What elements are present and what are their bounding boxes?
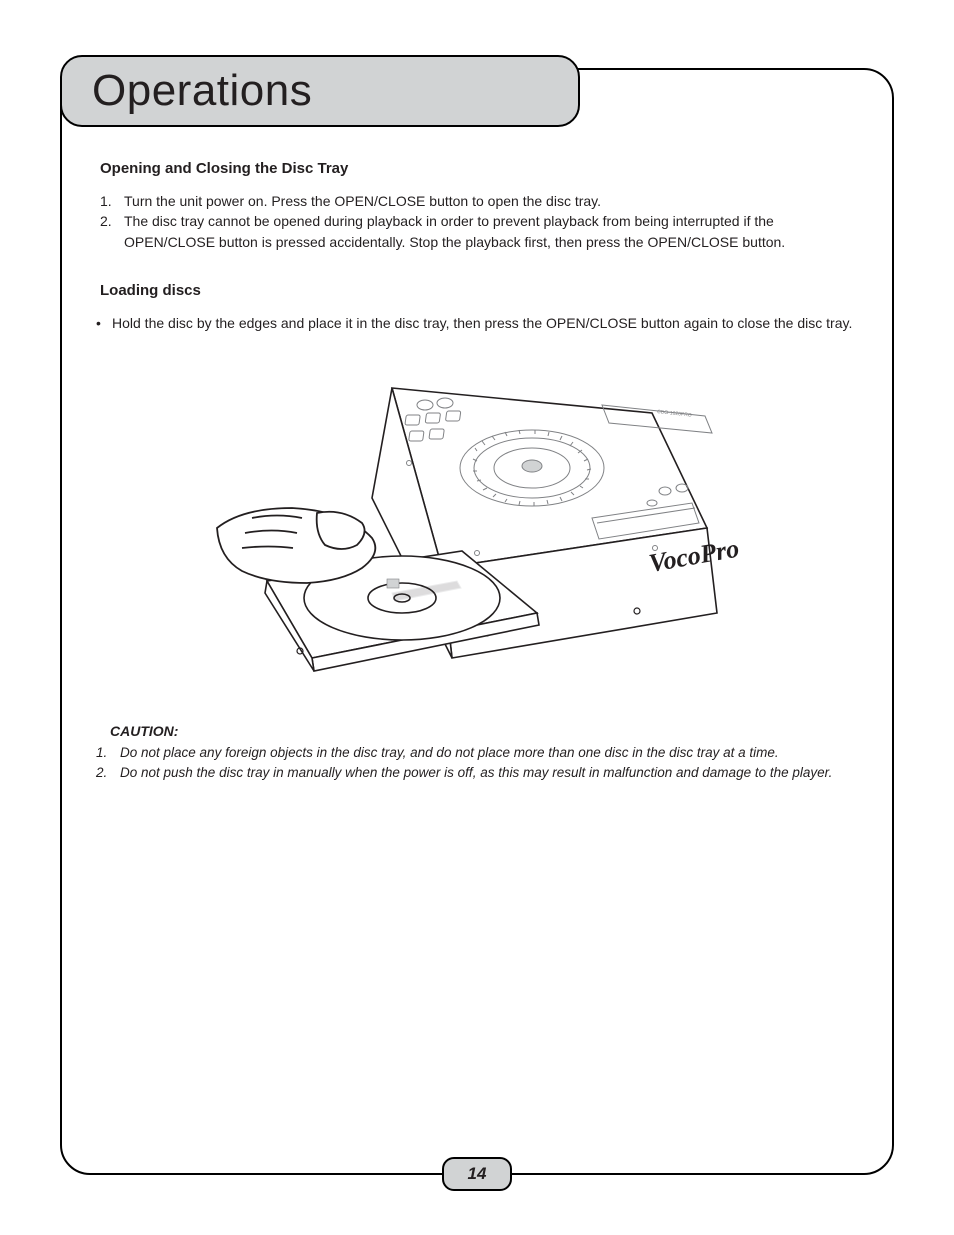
disc-player-illustration: VocoPro CDG-1020PRO bbox=[197, 353, 757, 693]
item-text: Do not push the disc tray in manually wh… bbox=[120, 765, 832, 780]
page-number: 14 bbox=[468, 1164, 487, 1184]
page-content: Opening and Closing the Disc Tray 1. Tur… bbox=[90, 160, 864, 782]
section2-heading: Loading discs bbox=[100, 282, 864, 299]
caution-heading: CAUTION: bbox=[110, 723, 864, 739]
item-number: 1. bbox=[96, 743, 107, 763]
item-text: Turn the unit power on. Press the OPEN/C… bbox=[124, 193, 601, 209]
section-title-tab: Operations bbox=[60, 55, 580, 127]
page-number-badge: 14 bbox=[442, 1157, 512, 1191]
item-text: Hold the disc by the edges and place it … bbox=[112, 315, 852, 331]
model-label: CDG-1020PRO bbox=[657, 409, 692, 419]
item-text: The disc tray cannot be opened during pl… bbox=[124, 213, 785, 249]
section1-list: 1. Turn the unit power on. Press the OPE… bbox=[100, 191, 864, 252]
list-item: 2. The disc tray cannot be opened during… bbox=[100, 211, 864, 252]
section1-heading: Opening and Closing the Disc Tray bbox=[100, 160, 864, 177]
item-text: Do not place any foreign objects in the … bbox=[120, 745, 779, 760]
list-item: Hold the disc by the edges and place it … bbox=[90, 313, 864, 333]
caution-list: 1. Do not place any foreign objects in t… bbox=[94, 743, 864, 782]
list-item: 2. Do not push the disc tray in manually… bbox=[94, 763, 864, 783]
item-number: 2. bbox=[96, 763, 107, 783]
item-number: 1. bbox=[100, 191, 112, 211]
section2-list: Hold the disc by the edges and place it … bbox=[90, 313, 864, 333]
section-title: Operations bbox=[92, 66, 312, 116]
list-item: 1. Do not place any foreign objects in t… bbox=[94, 743, 864, 763]
item-number: 2. bbox=[100, 211, 112, 231]
list-item: 1. Turn the unit power on. Press the OPE… bbox=[100, 191, 864, 211]
